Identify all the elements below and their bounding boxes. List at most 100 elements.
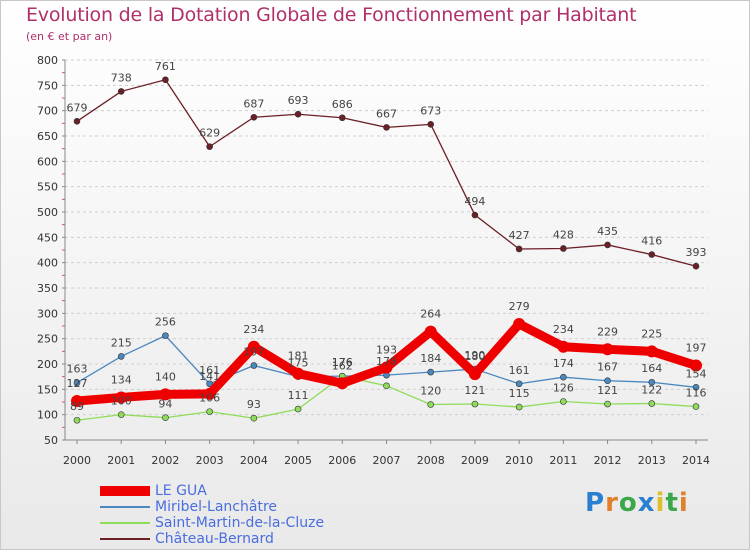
legend-swatch [100,538,150,540]
x-tick-label: 2005 [284,454,312,467]
data-label-saint-martin-de-la-cluze: 121 [597,384,618,397]
data-label-le-gua: 180 [464,350,485,363]
data-label-ch-teau-bernard: 393 [686,246,707,259]
y-tick-label: 300 [37,307,58,320]
proxiti-logo: Proxiti [585,488,689,518]
x-tick-label: 2011 [549,454,577,467]
data-point-saint-martin-de-la-cluze [73,416,81,424]
data-point-le-gua [115,391,128,404]
x-tick-label: 2010 [505,454,533,467]
data-point-ch-teau-bernard [73,118,81,125]
y-tick-label: 450 [37,231,58,244]
x-tick-label: 2014 [682,454,710,467]
data-label-miribel-lanch-tre: 161 [199,364,220,377]
data-label-ch-teau-bernard: 673 [420,104,441,117]
data-point-le-gua [336,377,349,390]
legend-label: LE GUA [155,483,207,499]
legend-swatch [100,486,150,496]
data-label-saint-martin-de-la-cluze: 120 [420,385,441,398]
logo-letter: t [665,488,679,518]
legend-label: Château-Bernard [155,531,274,547]
data-label-miribel-lanch-tre: 175 [288,357,309,370]
data-point-ch-teau-bernard [162,76,169,84]
chart-title: Evolution de la Dotation Globale de Fonc… [26,4,637,26]
x-tick-label: 2006 [328,454,356,467]
data-point-saint-martin-de-la-cluze [648,400,656,407]
x-tick-label: 2013 [638,454,666,467]
data-point-saint-martin-de-la-cluze [294,405,302,413]
data-point-le-gua [247,340,260,353]
data-point-le-gua [690,359,702,372]
y-tick-label: 150 [37,383,58,396]
data-label-saint-martin-de-la-cluze: 106 [199,392,220,405]
data-label-saint-martin-de-la-cluze: 126 [553,381,574,394]
data-label-le-gua: 181 [288,350,309,363]
data-label-ch-teau-bernard: 679 [67,101,88,114]
data-label-miribel-lanch-tre: 256 [155,316,176,329]
legend-label: Miribel-Lanchâtre [155,499,278,515]
x-tick-label: 2002 [151,454,179,467]
data-point-le-gua [203,387,216,400]
x-tick-label: 2008 [417,454,445,467]
data-label-miribel-lanch-tre: 178 [376,355,397,368]
data-label-ch-teau-bernard: 494 [464,195,485,208]
data-label-saint-martin-de-la-cluze: 111 [288,389,309,402]
data-point-miribel-lanch-tre [250,362,258,369]
data-label-le-gua: 234 [553,323,574,336]
data-label-miribel-lanch-tre: 161 [509,364,530,377]
data-point-miribel-lanch-tre [162,332,169,339]
data-point-saint-martin-de-la-cluze [692,403,700,410]
data-label-le-gua: 264 [420,308,441,321]
data-label-saint-martin-de-la-cluze: 121 [464,384,485,397]
x-tick-label: 2009 [461,454,489,467]
data-point-ch-teau-bernard [294,110,302,118]
data-label-saint-martin-de-la-cluze: 100 [111,395,132,408]
data-point-miribel-lanch-tre [648,378,656,386]
data-label-miribel-lanch-tre: 176 [332,356,353,369]
data-label-saint-martin-de-la-cluze: 93 [247,398,261,411]
legend-swatch [100,522,150,524]
data-point-miribel-lanch-tre [73,379,81,387]
data-point-saint-martin-de-la-cluze [117,411,125,418]
y-tick-label: 550 [37,181,58,194]
data-point-le-gua [601,343,614,356]
y-tick-label: 600 [37,155,58,168]
data-point-saint-martin-de-la-cluze [206,408,213,415]
data-label-saint-martin-de-la-cluze: 115 [509,387,530,400]
data-point-saint-martin-de-la-cluze [515,403,523,411]
x-tick-label: 2007 [373,454,401,467]
data-label-ch-teau-bernard: 693 [288,94,309,107]
data-label-miribel-lanch-tre: 154 [686,367,707,380]
data-point-miribel-lanch-tre [206,380,213,388]
data-label-le-gua: 162 [332,359,353,372]
y-tick-label: 650 [37,130,58,143]
data-point-saint-martin-de-la-cluze [250,414,258,422]
data-label-le-gua: 141 [199,370,220,383]
data-point-miribel-lanch-tre [604,377,611,385]
data-label-saint-martin-de-la-cluze: 122 [641,384,662,397]
x-tick-label: 2012 [594,454,622,467]
data-point-ch-teau-bernard [250,113,258,121]
data-label-le-gua: 193 [376,344,397,357]
x-tick-label: 2003 [196,454,224,467]
data-label-miribel-lanch-tre: 190 [464,349,485,362]
data-point-le-gua [71,394,83,407]
data-label-miribel-lanch-tre: 215 [111,336,132,349]
y-tick-label: 750 [37,79,58,92]
data-point-ch-teau-bernard [206,143,213,150]
logo-letter: r [605,488,619,518]
data-point-le-gua [424,325,437,338]
x-tick-label: 2001 [107,454,135,467]
y-tick-label: 50 [44,434,58,447]
data-label-le-gua: 197 [686,342,707,355]
data-point-ch-teau-bernard [648,251,656,258]
data-point-miribel-lanch-tre [117,353,125,360]
data-point-miribel-lanch-tre [427,368,435,376]
data-point-saint-martin-de-la-cluze [471,400,479,408]
logo-letter: i [678,488,689,518]
data-label-le-gua: 127 [67,377,88,390]
data-label-saint-martin-de-la-cluze: 116 [686,387,707,400]
data-label-le-gua: 140 [155,370,176,383]
data-point-ch-teau-bernard [427,121,435,128]
